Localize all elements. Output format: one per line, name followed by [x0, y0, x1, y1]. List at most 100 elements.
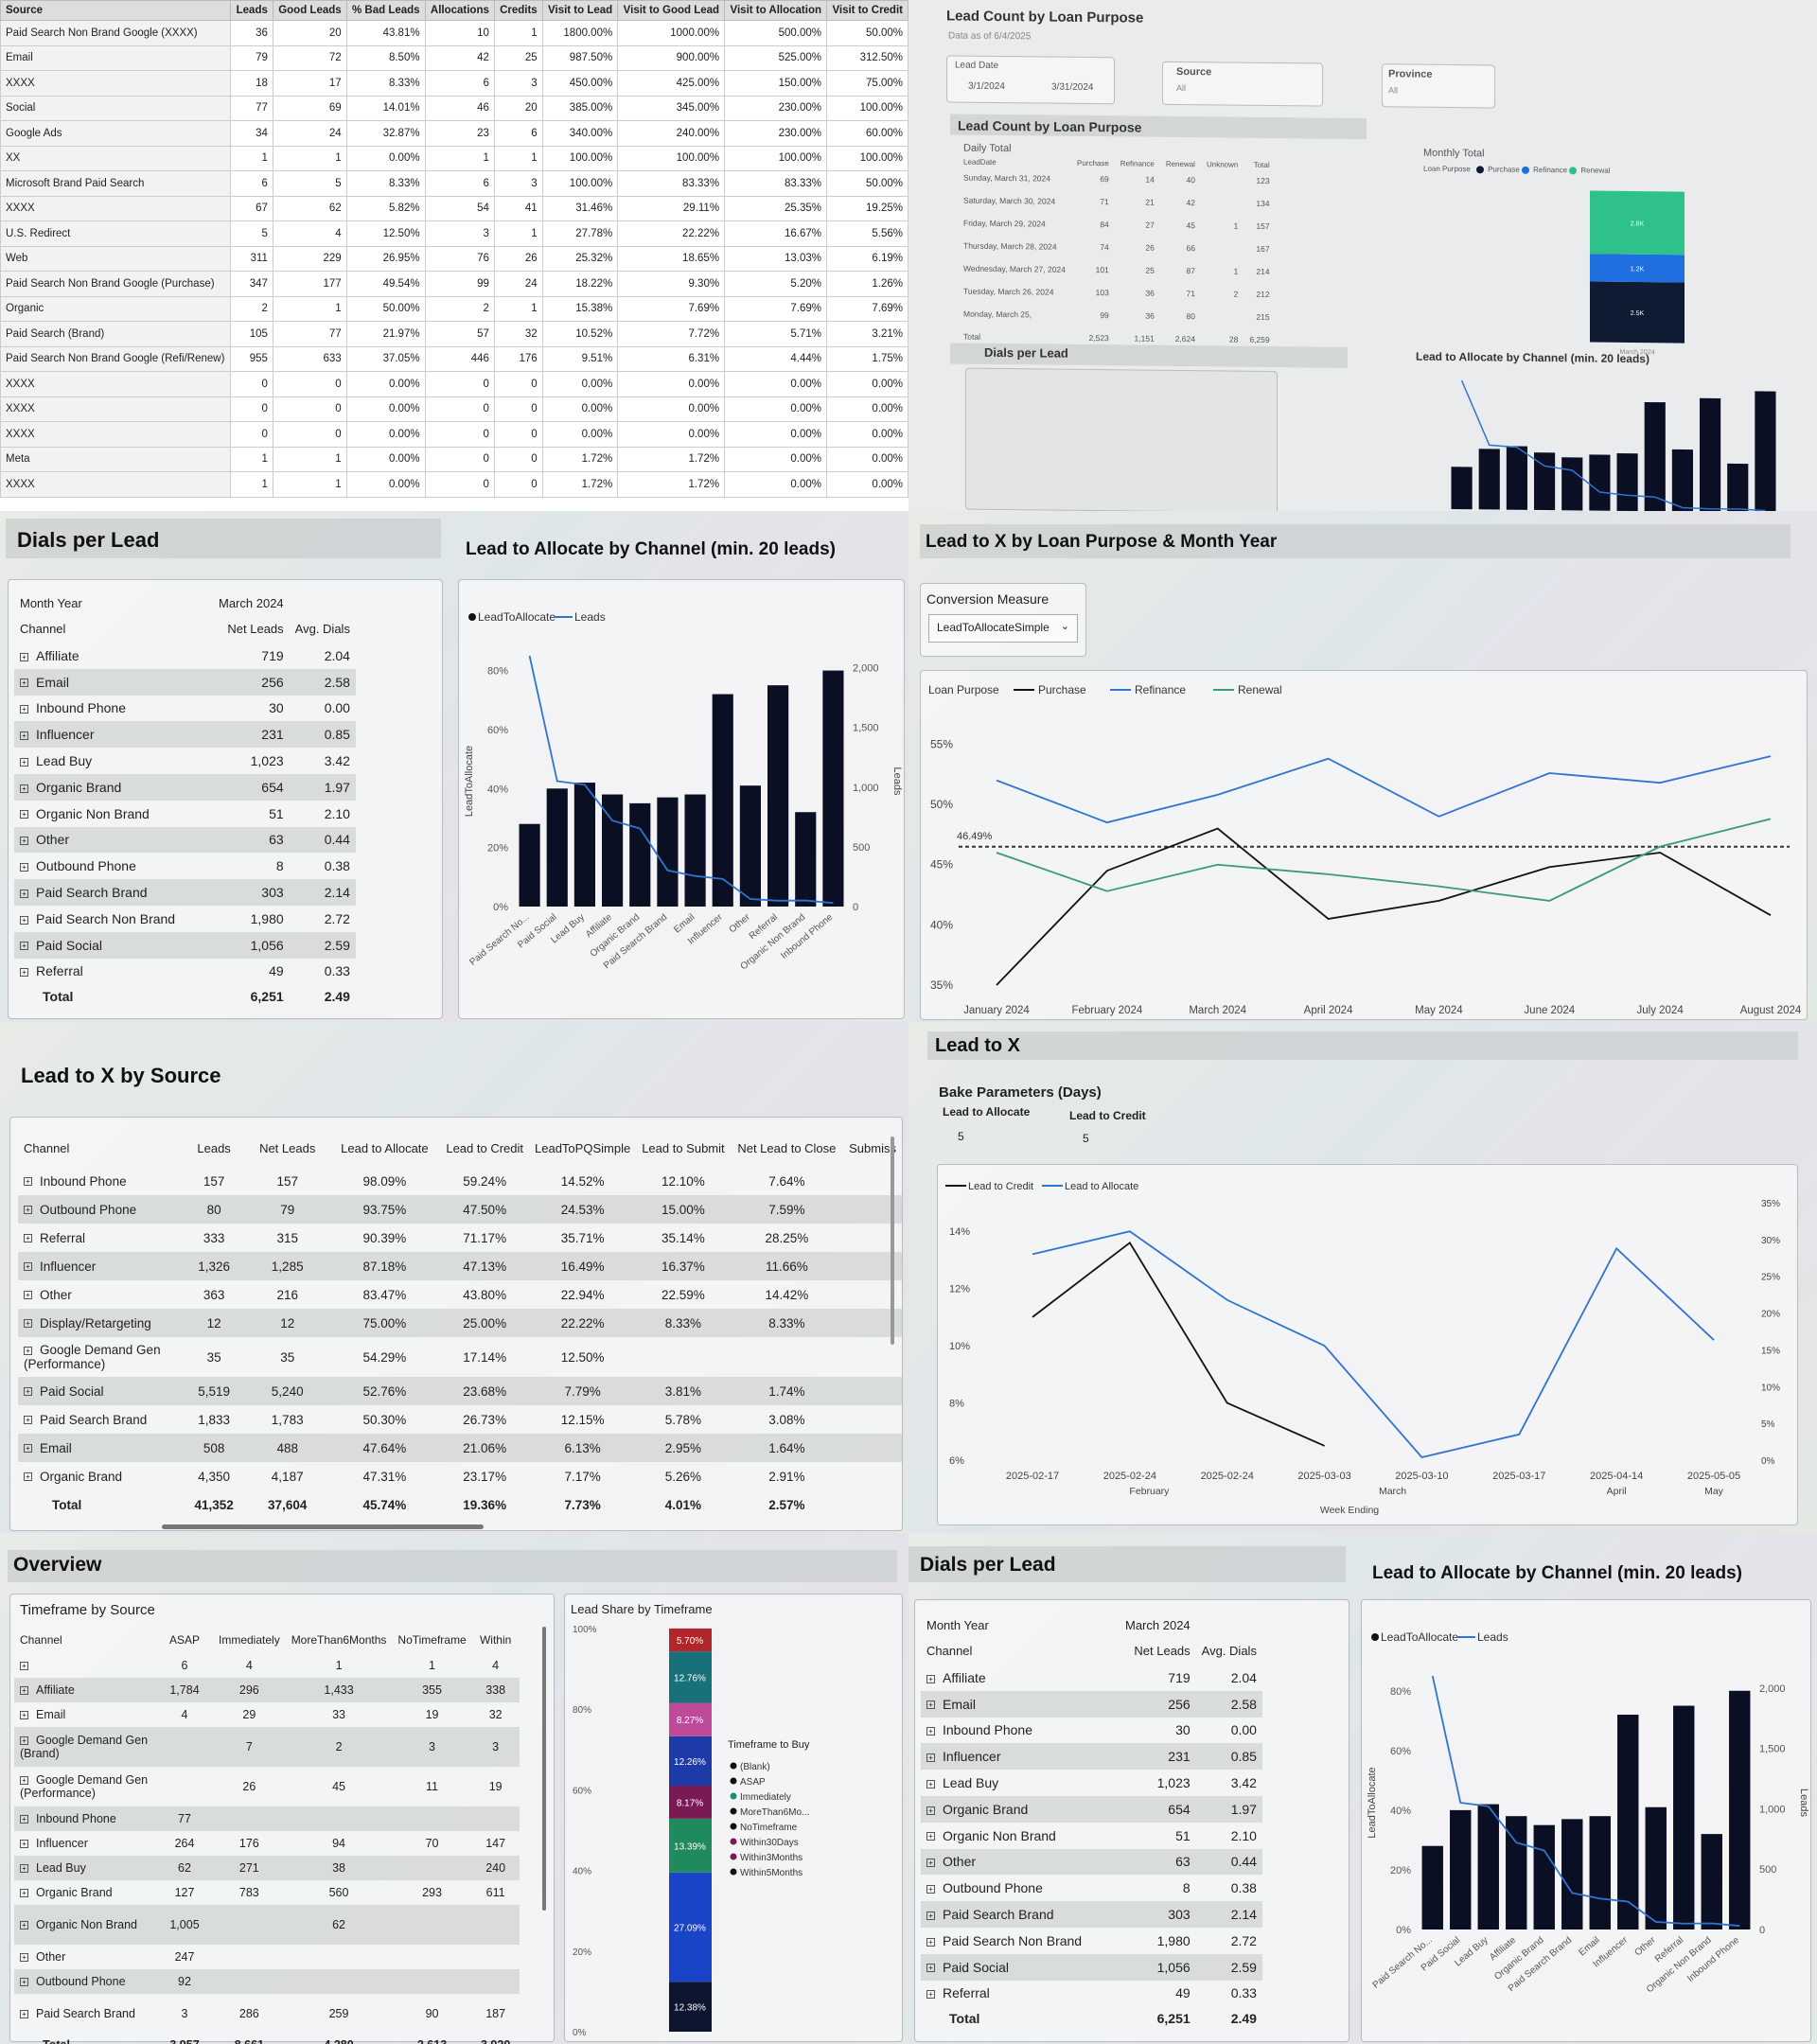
bake-credit-input[interactable]: 5 [1083, 1132, 1089, 1145]
table-row[interactable]: + Influencer 1,326 1,285 87.18% 47.13% 16.49% 1… [18, 1252, 902, 1280]
source-filter[interactable]: Source All [1162, 61, 1323, 107]
table-row[interactable]: + Outbound Phone 8 0.38 [921, 1875, 1262, 1901]
leads-line[interactable] [1460, 379, 1766, 511]
table-row[interactable]: + Other 363 216 83.47% 43.80% 22.94% 22.59% 14.4… [18, 1280, 902, 1309]
table-row[interactable]: + Referral 333 315 90.39% 71.17% 35.71% 35.14% 2… [18, 1224, 902, 1252]
expand-icon[interactable]: + [24, 1472, 32, 1482]
table-row[interactable]: + Outbound Phone 8 0.38 [14, 853, 356, 879]
conversion-measure-dropdown[interactable]: LeadToAllocateSimple ⌄ [928, 614, 1078, 643]
legend-item[interactable]: Lead to Allocate [1065, 1181, 1138, 1192]
vertical-scrollbar[interactable] [891, 1137, 894, 1345]
table-row[interactable]: + Affiliate 719 2.04 [14, 643, 356, 669]
stacked-segment[interactable] [1590, 254, 1685, 283]
column-header[interactable]: Visit to Good Lead [617, 0, 726, 21]
column-header[interactable]: LeadToPQSimple [535, 1140, 631, 1155]
expand-icon[interactable]: + [926, 1859, 935, 1868]
leads-line[interactable] [1431, 1675, 1740, 1928]
column-header[interactable]: Within [479, 1633, 512, 1647]
expand-icon[interactable]: + [24, 1444, 32, 1454]
bar-lead-to-allocate[interactable] [546, 788, 568, 907]
stacked-segment[interactable] [1590, 281, 1685, 344]
table-row[interactable]: + Paid Search Brand 303 2.14 [921, 1901, 1262, 1928]
legend-item[interactable]: NoTimeframe [740, 1823, 798, 1833]
column-header[interactable]: Net Leads [259, 1140, 316, 1155]
table-row[interactable]: + Affiliate 1,784 296 1,433 355 338 [14, 1678, 520, 1702]
table-row[interactable]: + Paid Search Non Brand 1,980 2.72 [921, 1928, 1262, 1954]
share-segment[interactable] [669, 1651, 712, 1703]
expand-icon[interactable]: + [926, 1832, 935, 1841]
table-row[interactable]: + Display/Retargeting 12 12 75.00% 25.00% 22.2… [18, 1309, 902, 1337]
expand-icon[interactable]: + [24, 1346, 32, 1355]
table-row[interactable]: + Organic Brand 654 1.97 [921, 1795, 1262, 1823]
legend-item[interactable]: Purchase [1038, 683, 1086, 696]
table-row[interactable]: + Referral 49 0.33 [14, 959, 356, 985]
bar-lead-to-allocate[interactable] [1450, 1809, 1472, 1929]
bar-lead-to-allocate[interactable] [519, 823, 540, 907]
expand-icon[interactable]: + [20, 678, 28, 688]
column-header[interactable]: MoreThan6Months [291, 1633, 387, 1647]
legend-item[interactable]: Renewal [1238, 683, 1282, 696]
table-row[interactable]: + Influencer 264 176 94 70 147 [14, 1831, 520, 1856]
bar-lead-to-allocate[interactable] [1477, 1804, 1499, 1929]
table-row[interactable]: + Paid Social 1,056 2.59 [921, 1953, 1262, 1981]
bar-lead-to-allocate[interactable] [767, 685, 789, 907]
table-row[interactable]: + Organic Non Brand 1,005 62 [14, 1905, 520, 1945]
expand-icon[interactable]: + [20, 942, 28, 951]
column-header[interactable]: Visit to Credit [826, 0, 908, 21]
column-header[interactable]: Lead to Credit [446, 1140, 524, 1155]
expand-icon[interactable]: + [926, 1727, 935, 1736]
expand-icon[interactable]: + [20, 652, 28, 661]
table-row[interactable]: + Paid Social 1,056 2.59 [14, 931, 356, 959]
stacked-segment[interactable] [1590, 190, 1685, 256]
column-header[interactable]: Visit to Lead [541, 0, 619, 21]
expand-icon[interactable]: + [20, 705, 28, 714]
table-row[interactable]: + Paid Search Brand 3 286 259 90 187 [14, 1994, 520, 2034]
table-row[interactable]: + Outbound Phone 80 79 93.75% 47.50% 24.53% 15.… [18, 1195, 902, 1224]
expand-icon[interactable]: + [20, 837, 28, 846]
bar-lead-to-allocate[interactable] [1506, 446, 1528, 510]
column-header[interactable]: Leads [230, 0, 273, 21]
expand-icon[interactable]: + [24, 1206, 32, 1215]
date-from[interactable]: 3/1/2024 [968, 80, 1005, 93]
table-row[interactable]: + Lead Buy 1,023 3.42 [921, 1770, 1262, 1796]
bar-lead-to-allocate[interactable] [1561, 457, 1583, 511]
share-segment[interactable] [669, 1786, 712, 1819]
share-segment[interactable] [669, 1702, 712, 1736]
column-header[interactable]: Leads [197, 1140, 231, 1155]
column-header[interactable]: Net Lead to Close [737, 1140, 837, 1155]
expand-icon[interactable]: + [20, 757, 28, 766]
bar-lead-to-allocate[interactable] [1617, 1714, 1639, 1929]
leads-line[interactable] [528, 655, 834, 905]
bar-lead-to-allocate[interactable] [573, 783, 595, 907]
expand-icon[interactable]: + [20, 1776, 28, 1786]
bar-lead-to-allocate[interactable] [739, 785, 761, 907]
expand-icon[interactable]: + [20, 1978, 28, 1987]
table-row[interactable]: + Influencer 231 0.85 [14, 721, 356, 749]
province-filter[interactable]: Province All [1382, 63, 1495, 109]
province-filter-value[interactable]: All [1388, 85, 1399, 96]
bar-lead-to-allocate[interactable] [629, 802, 651, 907]
expand-icon[interactable]: + [20, 1711, 28, 1720]
legend-item[interactable]: Refinance [1135, 683, 1186, 696]
expand-icon[interactable]: + [926, 1885, 935, 1894]
column-header[interactable]: Lead to Allocate [341, 1140, 429, 1155]
legend-item[interactable]: LeadToAllocate [478, 610, 556, 624]
expand-icon[interactable]: + [20, 784, 28, 793]
expand-icon[interactable]: + [20, 1889, 28, 1898]
expand-icon[interactable]: + [24, 1416, 32, 1425]
series-line[interactable] [996, 818, 1772, 902]
lead-date-filter[interactable]: Lead Date 3/1/2024 3/31/2024 [946, 55, 1115, 105]
bar-lead-to-allocate[interactable] [1421, 1845, 1443, 1929]
bar-lead-to-allocate[interactable] [1701, 1834, 1722, 1929]
expand-icon[interactable]: + [20, 915, 28, 925]
column-header[interactable]: Source [0, 0, 232, 21]
legend-item[interactable]: Within5Months [740, 1868, 803, 1878]
series-line[interactable] [996, 755, 1772, 824]
table-row[interactable]: + Influencer 231 0.85 [921, 1743, 1262, 1771]
bar-lead-to-allocate[interactable] [684, 794, 706, 907]
bake-alloc-input[interactable]: 5 [958, 1130, 964, 1143]
bar-lead-to-allocate[interactable] [1671, 449, 1694, 511]
table-row[interactable]: +6 4 1 1 4 [14, 1653, 520, 1678]
table-row[interactable]: + Inbound Phone 30 0.00 [921, 1718, 1262, 1744]
column-header[interactable]: % Bad Leads [345, 0, 426, 21]
